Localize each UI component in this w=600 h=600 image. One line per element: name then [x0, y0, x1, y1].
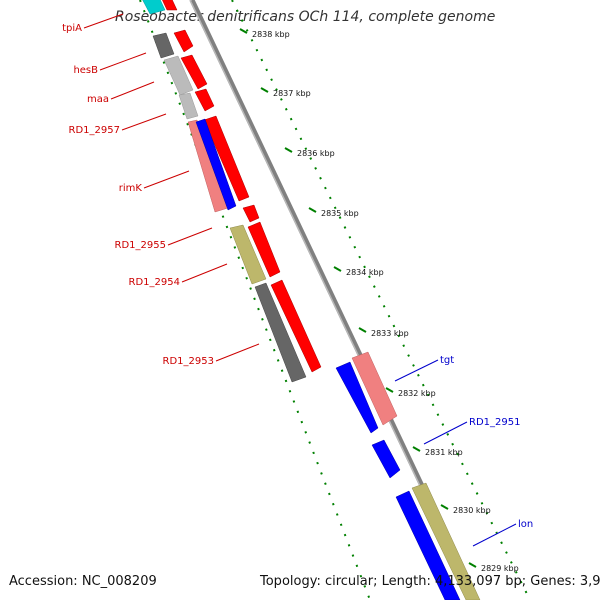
forward-cds-arrow: [270, 279, 322, 373]
forward-cds-arrow: [180, 54, 208, 90]
gene-label-connector: [215, 343, 260, 362]
gene-label: hesB: [73, 65, 98, 76]
gene-label: tpiA: [62, 23, 82, 34]
kbp-tick-mark: [260, 87, 269, 93]
kbp-tick-mark: [239, 28, 248, 34]
kbp-tick-label: 2838 kbp: [252, 30, 290, 39]
kbp-tick-label: 2836 kbp: [297, 149, 335, 158]
forward-cds-arrow: [162, 0, 178, 11]
gene-label: rimK: [119, 183, 143, 194]
gene-label: RD1_2951: [469, 417, 520, 428]
forward-cds-arrow: [173, 29, 194, 53]
gene-label: maa: [87, 94, 109, 105]
gene-label: RD1_2957: [69, 125, 120, 136]
gene-label-connector: [472, 523, 517, 547]
kbp-ticks: 2838 kbp 2837 kbp 2836 kbp 2835 kbp 2834 kbp…: [239, 28, 519, 573]
kbp-tick-mark: [308, 207, 317, 213]
gene-label: RD1_2955: [115, 240, 166, 251]
reverse-cds-arrow: [371, 439, 401, 479]
kbp-tick-label: 2834 kbp: [346, 268, 384, 277]
gene-labels: tpiA hesB maa RD1_2957 rimK RD1_2955 RD1_2954 R…: [62, 13, 533, 547]
cyan-gene: [142, 0, 166, 15]
kbp-tick-label: 2837 kbp: [273, 89, 311, 98]
khaki-gene: [411, 482, 481, 600]
gene-label-connector: [83, 13, 124, 29]
forward-cds-arrow: [194, 88, 215, 112]
gene-label-connector: [110, 81, 155, 100]
gene-label-connector: [423, 421, 468, 445]
gene-label-connector: [167, 227, 213, 246]
gene-label-connector: [143, 170, 190, 189]
accession-text: Accession: NC_008209: [9, 574, 157, 589]
kbp-tick-label: 2830 kbp: [453, 506, 491, 515]
gene-label-connector: [394, 359, 439, 382]
forward-cds-arrow: [247, 221, 281, 278]
reverse-cds-arrow: [335, 361, 379, 434]
forward-cds-arrow: [242, 204, 260, 223]
gene-label-connector: [121, 113, 167, 131]
kbp-tick-mark: [412, 446, 421, 452]
topology-text: Topology: circular; Length: 4,133,097 bp…: [260, 574, 600, 589]
forward-cds-arrow: [203, 115, 250, 202]
light-grey-gene: [178, 92, 199, 120]
light-grey-gene: [163, 55, 194, 96]
outer-dotted-guide: [231, 0, 531, 600]
kbp-tick-label: 2832 kbp: [398, 389, 436, 398]
gene-label: RD1_2953: [163, 356, 214, 367]
kbp-tick-mark: [440, 504, 449, 510]
pink-gene: [351, 351, 398, 426]
gene-label-connector: [99, 52, 147, 71]
dark-grey-gene: [152, 32, 175, 59]
kbp-tick-label: 2829 kbp: [481, 564, 519, 573]
kbp-tick-label: 2833 kbp: [371, 329, 409, 338]
kbp-tick-label: 2831 kbp: [425, 448, 463, 457]
gene-label: lon: [518, 519, 533, 530]
gene-label: tgt: [440, 355, 454, 366]
dark-grey-gene: [254, 282, 307, 383]
genome-title: Roseobacter denitrificans OCh 114, compl…: [115, 9, 496, 25]
gene-label: RD1_2954: [129, 277, 180, 288]
reverse-cds-arrow: [395, 490, 461, 600]
reverse-cds-arrow: [195, 118, 237, 211]
kbp-tick-mark: [333, 266, 342, 272]
gene-label-connector: [181, 263, 228, 283]
kbp-tick-mark: [284, 147, 293, 153]
kbp-tick-mark: [385, 387, 394, 393]
kbp-tick-mark: [358, 327, 367, 333]
khaki-gene: [229, 224, 267, 285]
kbp-tick-mark: [468, 562, 477, 568]
kbp-tick-label: 2835 kbp: [321, 209, 359, 218]
